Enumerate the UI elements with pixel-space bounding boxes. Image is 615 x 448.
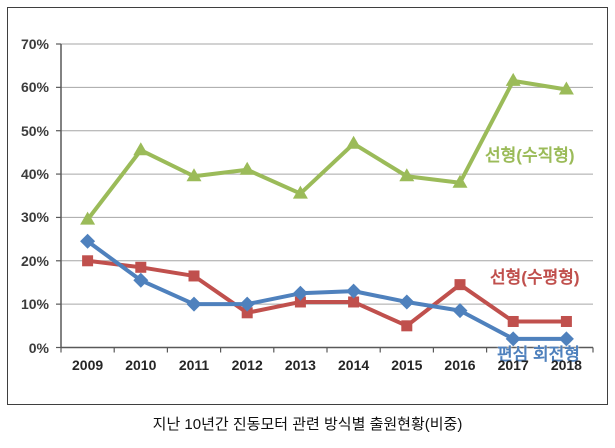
triangle-marker	[292, 185, 308, 199]
triangle-marker	[80, 211, 96, 225]
y-tick-label: 10%	[20, 296, 49, 313]
square-marker	[241, 307, 253, 319]
series-label-linear-horizontal: 선형(수평형)	[490, 268, 580, 287]
x-tick-label: 2016	[444, 357, 476, 373]
series-eccentric-rotary	[80, 233, 574, 347]
diamond-marker	[292, 285, 308, 301]
triangle-marker	[558, 81, 574, 95]
x-tick-label: 2011	[178, 357, 210, 373]
chart-caption: 지난 10년간 진동모터 관련 방식별 출원현황(비중)	[152, 416, 463, 433]
series-linear-vertical	[80, 72, 574, 225]
x-tick-label: 2015	[391, 357, 423, 373]
series-line-eccentric-rotary	[85, 239, 569, 341]
diamond-marker	[346, 283, 362, 299]
square-marker	[348, 296, 360, 308]
square-marker	[401, 320, 413, 332]
square-marker	[294, 296, 306, 308]
square-marker	[454, 279, 466, 291]
triangle-marker	[399, 168, 415, 182]
x-tick-label: 2012	[231, 357, 263, 373]
y-tick-label: 0%	[28, 339, 49, 356]
y-tick-label: 60%	[20, 79, 49, 96]
diamond-marker	[505, 331, 521, 347]
y-tick-label: 70%	[20, 36, 49, 52]
triangle-marker	[346, 135, 362, 149]
series-linear-horizontal	[82, 255, 572, 332]
diamond-marker	[133, 272, 149, 288]
diamond-marker	[558, 331, 574, 347]
y-tick-label: 50%	[20, 122, 49, 139]
plot-svg	[56, 43, 594, 353]
y-tick-label: 20%	[20, 252, 49, 269]
y-tick-label: 40%	[20, 166, 49, 183]
x-tick-label: 2013	[284, 357, 316, 373]
diamond-marker	[80, 233, 96, 249]
diamond-marker	[399, 294, 415, 310]
x-tick-label: 2009	[72, 357, 104, 373]
series-label-eccentric-rotary: 편심 회전형	[497, 345, 580, 364]
x-tick-label: 2014	[338, 357, 370, 373]
y-tick-label: 30%	[20, 209, 49, 226]
triangle-marker	[452, 174, 468, 188]
chart-area: 선형(수직형) 선형(수평형) 편심 회전형 0% 10% 20% 30% 40% 50% 60%…	[7, 7, 608, 405]
diamond-marker	[186, 296, 202, 312]
square-marker	[188, 270, 200, 282]
diamond-marker	[239, 296, 255, 312]
triangle-marker	[505, 72, 521, 86]
series-label-linear-vertical: 선형(수직형)	[485, 146, 575, 165]
x-tick-label: 2018	[550, 357, 582, 373]
triangle-marker	[133, 142, 149, 156]
square-marker	[135, 261, 147, 273]
triangle-marker	[186, 168, 202, 182]
x-tick-label: 2010	[125, 357, 157, 373]
square-marker	[82, 255, 94, 267]
square-marker	[507, 315, 519, 327]
series-line-linear-horizontal	[85, 258, 569, 328]
triangle-marker	[239, 161, 255, 175]
x-tick-label: 2017	[497, 357, 529, 373]
square-marker	[560, 315, 572, 327]
diamond-marker	[452, 303, 468, 319]
series-line-linear-vertical	[85, 78, 569, 222]
